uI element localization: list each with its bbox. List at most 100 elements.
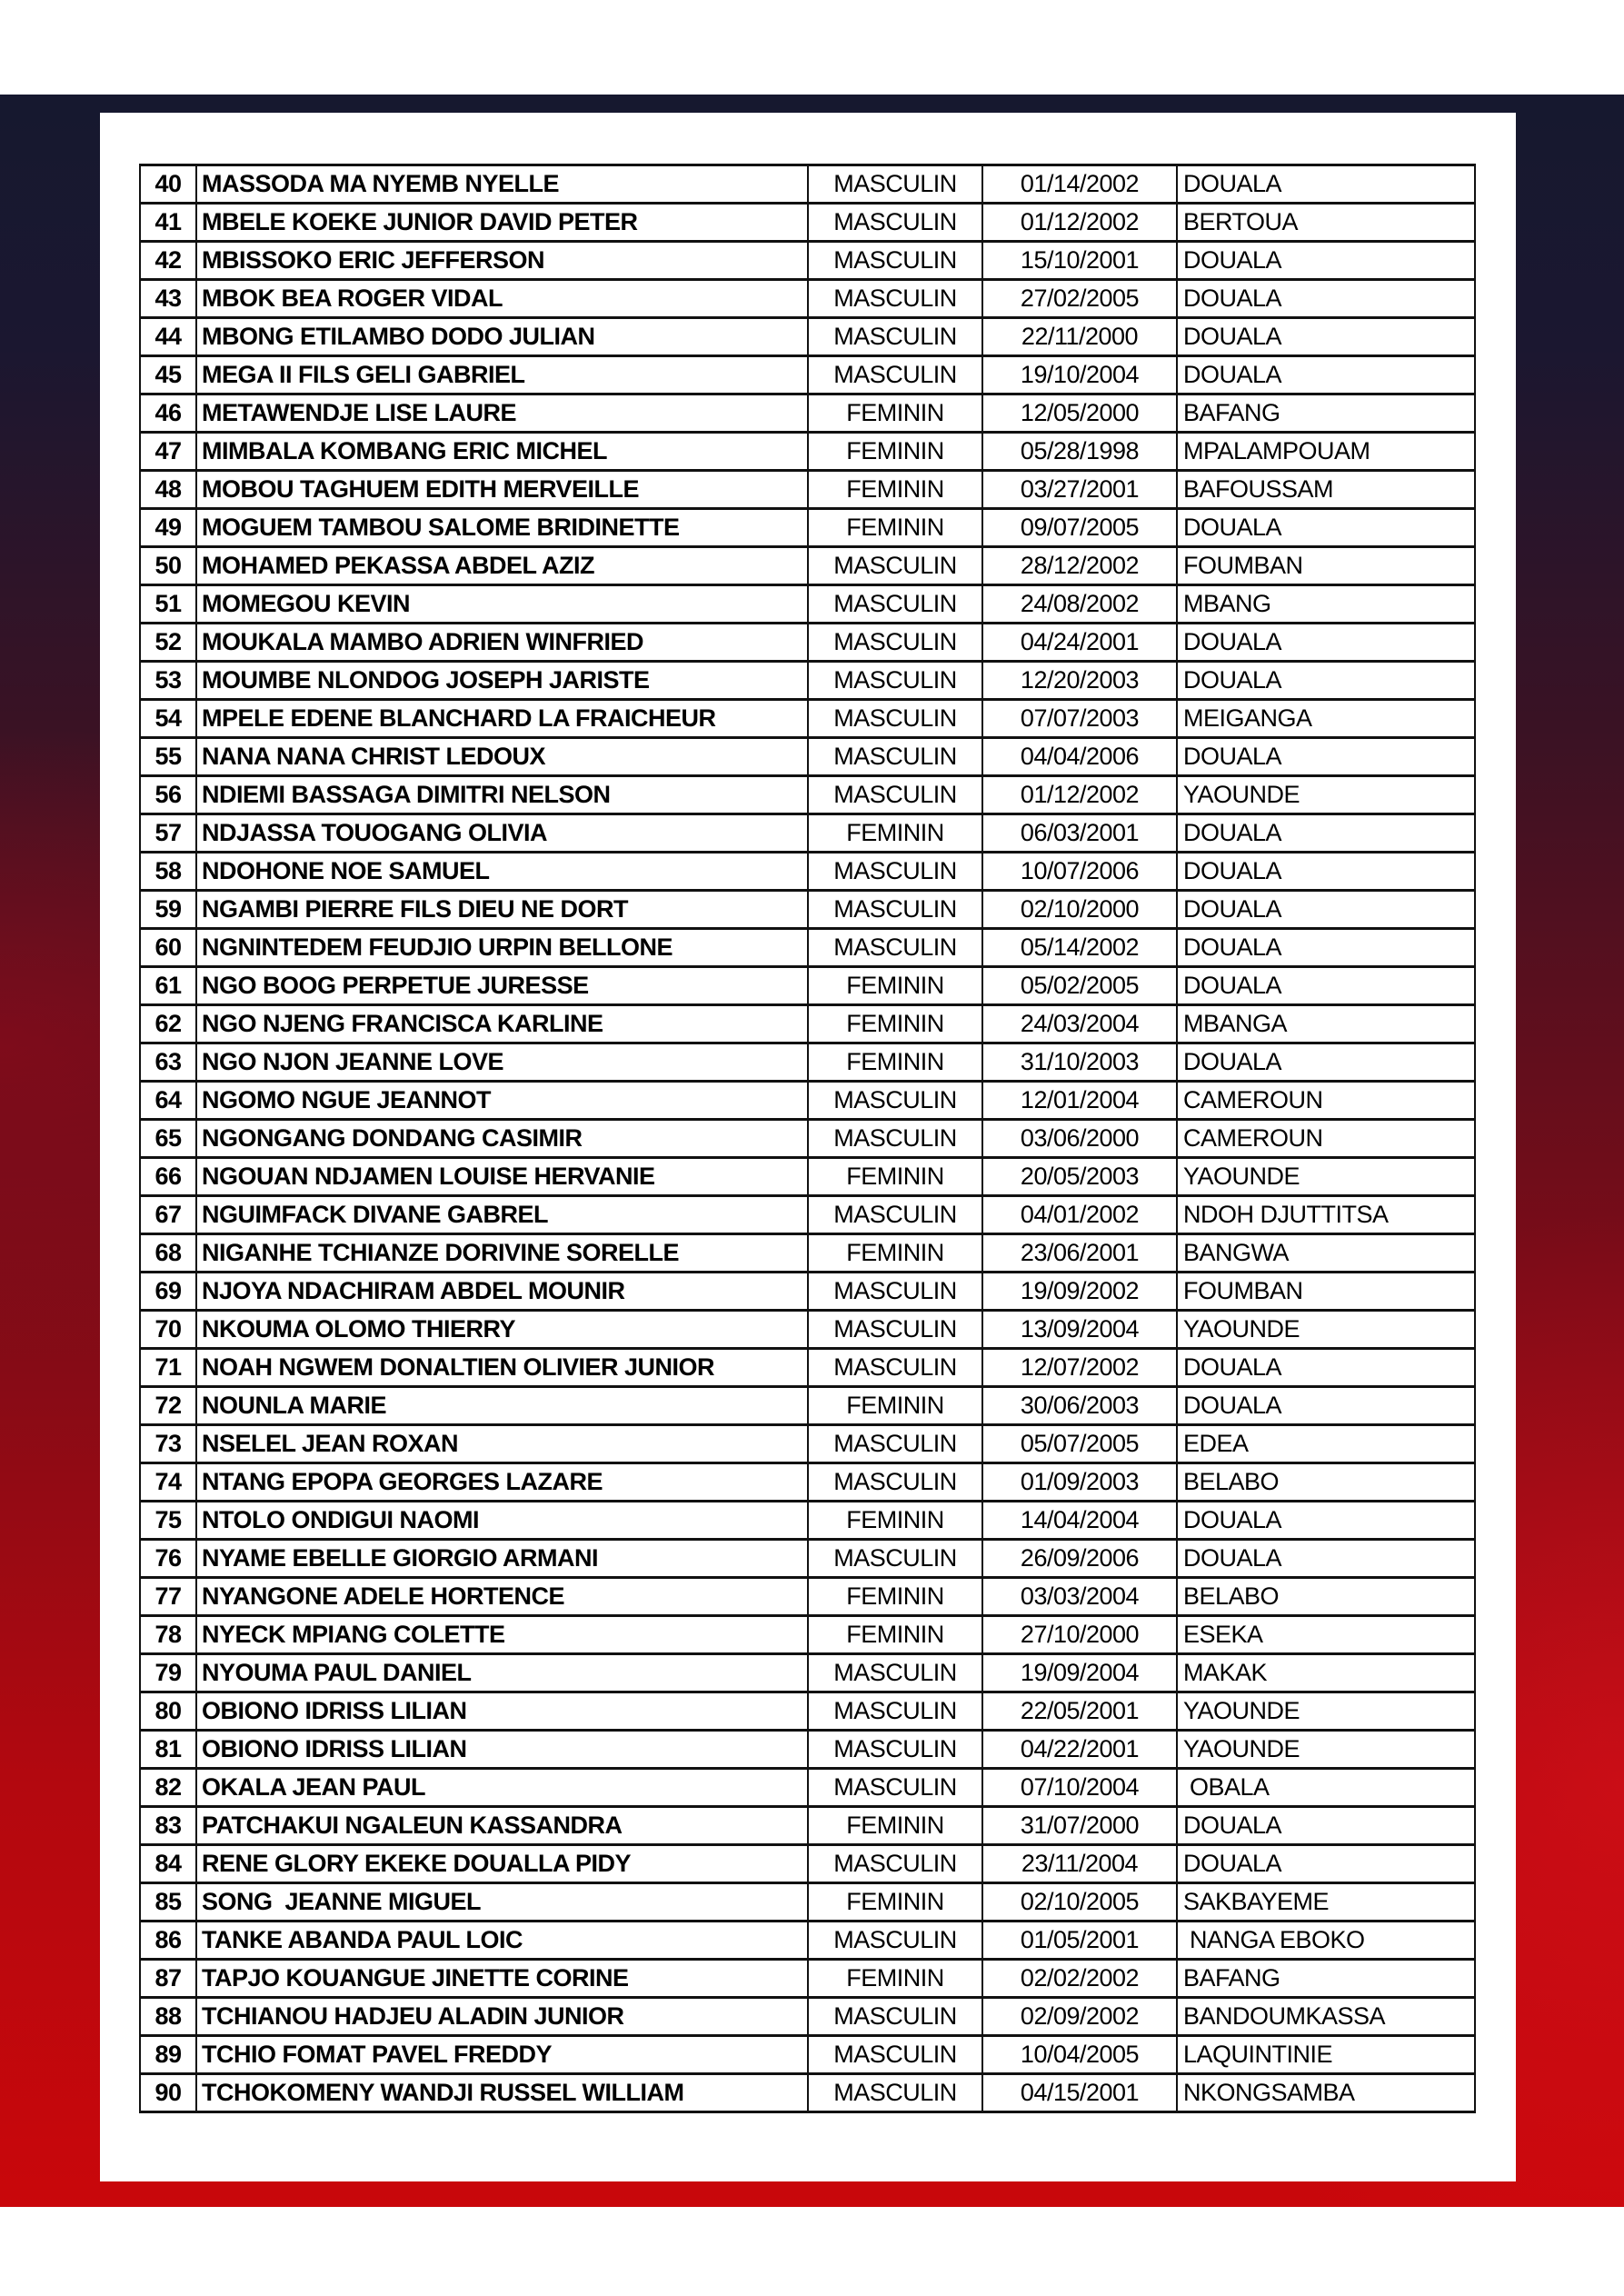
gender-cell: FEMININ xyxy=(807,1805,983,1846)
row-number-cell: 46 xyxy=(139,393,197,434)
student-name-cell: MOMEGOU KEVIN xyxy=(195,584,809,624)
student-name-cell: OKALA JEAN PAUL xyxy=(195,1767,809,1808)
birth-place-cell: DOUALA xyxy=(1176,813,1476,854)
student-name-cell: NGAMBI PIERRE FILS DIEU NE DORT xyxy=(195,889,809,930)
birth-place-cell: MPALAMPOUAM xyxy=(1176,431,1476,472)
row-number-cell: 45 xyxy=(139,354,197,395)
birth-place-cell: FOUMBAN xyxy=(1176,1271,1476,1312)
gender-cell: FEMININ xyxy=(807,507,983,548)
row-number-cell: 88 xyxy=(139,1996,197,2037)
gender-cell: MASCULIN xyxy=(807,1920,983,1961)
gender-cell: MASCULIN xyxy=(807,316,983,357)
row-number-cell: 81 xyxy=(139,1729,197,1770)
row-number-cell: 87 xyxy=(139,1958,197,1999)
student-name-cell: NYAME EBELLE GIORGIO ARMANI xyxy=(195,1538,809,1579)
table-row: 89 TCHIO FOMAT PAVEL FREDDY MASCULIN 10/04/… xyxy=(139,2034,1476,2075)
row-number-cell: 51 xyxy=(139,584,197,624)
gender-cell: MASCULIN xyxy=(807,202,983,243)
row-number-cell: 55 xyxy=(139,736,197,777)
student-name-cell: MOUMBE NLONDOG JOSEPH JARISTE xyxy=(195,660,809,701)
birth-date-cell: 22/05/2001 xyxy=(981,1691,1178,1732)
gender-cell: MASCULIN xyxy=(807,240,983,281)
birth-place-cell: BERTOUA xyxy=(1176,202,1476,243)
birth-place-cell: MEIGANGA xyxy=(1176,698,1476,739)
row-number-cell: 53 xyxy=(139,660,197,701)
student-name-cell: NYOUMA PAUL DANIEL xyxy=(195,1652,809,1693)
table-row: 60 NGNINTEDEM FEUDJIO URPIN BELLONE MASCUL… xyxy=(139,927,1476,968)
birth-date-cell: 04/22/2001 xyxy=(981,1729,1178,1770)
birth-place-cell: NKONGSAMBA xyxy=(1176,2072,1476,2113)
table-row: 69 NJOYA NDACHIRAM ABDEL MOUNIR MASCULIN 19… xyxy=(139,1271,1476,1312)
table-row: 47 MIMBALA KOMBANG ERIC MICHEL FEMININ 05/2… xyxy=(139,431,1476,472)
birth-date-cell: 01/12/2002 xyxy=(981,202,1178,243)
row-number-cell: 44 xyxy=(139,316,197,357)
table-row: 73 NSELEL JEAN ROXAN MASCULIN 05/07/2005 EDE… xyxy=(139,1423,1476,1464)
birth-date-cell: 02/02/2002 xyxy=(981,1958,1178,1999)
birth-place-cell: BELABO xyxy=(1176,1462,1476,1502)
row-number-cell: 75 xyxy=(139,1500,197,1541)
gender-cell: MASCULIN xyxy=(807,1194,983,1235)
gender-cell: MASCULIN xyxy=(807,354,983,395)
row-number-cell: 47 xyxy=(139,431,197,472)
birth-place-cell: DOUALA xyxy=(1176,622,1476,663)
row-number-cell: 41 xyxy=(139,202,197,243)
birth-place-cell: DOUALA xyxy=(1176,316,1476,357)
birth-date-cell: 31/10/2003 xyxy=(981,1042,1178,1083)
student-name-cell: NIGANHE TCHIANZE DORIVINE SORELLE xyxy=(195,1233,809,1273)
row-number-cell: 56 xyxy=(139,774,197,815)
gender-cell: MASCULIN xyxy=(807,1423,983,1464)
birth-place-cell: BAFOUSSAM xyxy=(1176,469,1476,510)
student-name-cell: NOUNLA MARIE xyxy=(195,1385,809,1426)
birth-place-cell: NANGA EBOKO xyxy=(1176,1920,1476,1961)
gender-cell: FEMININ xyxy=(807,469,983,510)
gender-cell: FEMININ xyxy=(807,1385,983,1426)
student-name-cell: MOGUEM TAMBOU SALOME BRIDINETTE xyxy=(195,507,809,548)
birth-date-cell: 05/14/2002 xyxy=(981,927,1178,968)
gender-cell: MASCULIN xyxy=(807,622,983,663)
row-number-cell: 54 xyxy=(139,698,197,739)
student-name-cell: METAWENDJE LISE LAURE xyxy=(195,393,809,434)
gender-cell: MASCULIN xyxy=(807,1080,983,1121)
gender-cell: MASCULIN xyxy=(807,1271,983,1312)
table-row: 79 NYOUMA PAUL DANIEL MASCULIN 19/09/2004 MA… xyxy=(139,1652,1476,1693)
birth-date-cell: 02/10/2005 xyxy=(981,1882,1178,1922)
table-row: 53 MOUMBE NLONDOG JOSEPH JARISTE MASCULIN 1… xyxy=(139,660,1476,701)
gender-cell: MASCULIN xyxy=(807,1462,983,1502)
student-name-cell: NGNINTEDEM FEUDJIO URPIN BELLONE xyxy=(195,927,809,968)
birth-place-cell: CAMEROUN xyxy=(1176,1118,1476,1159)
table-row: 72 NOUNLA MARIE FEMININ 30/06/2003 DOUALA xyxy=(139,1385,1476,1426)
birth-place-cell: DOUALA xyxy=(1176,278,1476,319)
row-number-cell: 72 xyxy=(139,1385,197,1426)
row-number-cell: 69 xyxy=(139,1271,197,1312)
birth-date-cell: 05/07/2005 xyxy=(981,1423,1178,1464)
table-row: 80 OBIONO IDRISS LILIAN MASCULIN 22/05/2001… xyxy=(139,1691,1476,1732)
birth-date-cell: 03/03/2004 xyxy=(981,1576,1178,1617)
student-name-cell: OBIONO IDRISS LILIAN xyxy=(195,1691,809,1732)
student-name-cell: NGO BOOG PERPETUE JURESSE xyxy=(195,965,809,1006)
row-number-cell: 63 xyxy=(139,1042,197,1083)
birth-place-cell: DOUALA xyxy=(1176,240,1476,281)
student-name-cell: NTOLO ONDIGUI NAOMI xyxy=(195,1500,809,1541)
birth-place-cell: LAQUINTINIE xyxy=(1176,2034,1476,2075)
table-row: 56 NDIEMI BASSAGA DIMITRI NELSON MASCULIN 0… xyxy=(139,774,1476,815)
table-row: 63 NGO NJON JEANNE LOVE FEMININ 31/10/2003 D… xyxy=(139,1042,1476,1083)
birth-date-cell: 01/09/2003 xyxy=(981,1462,1178,1502)
student-name-cell: MBELE KOEKE JUNIOR DAVID PETER xyxy=(195,202,809,243)
student-name-cell: TCHOKOMENY WANDJI RUSSEL WILLIAM xyxy=(195,2072,809,2113)
table-row: 61 NGO BOOG PERPETUE JURESSE FEMININ 05/02/… xyxy=(139,965,1476,1006)
student-name-cell: MOHAMED PEKASSA ABDEL AZIZ xyxy=(195,545,809,586)
row-number-cell: 83 xyxy=(139,1805,197,1846)
birth-place-cell: DOUALA xyxy=(1176,1385,1476,1426)
table-row: 70 NKOUMA OLOMO THIERRY MASCULIN 13/09/2004… xyxy=(139,1309,1476,1350)
birth-date-cell: 05/28/1998 xyxy=(981,431,1178,472)
birth-date-cell: 22/11/2000 xyxy=(981,316,1178,357)
student-name-cell: MIMBALA KOMBANG ERIC MICHEL xyxy=(195,431,809,472)
birth-place-cell: DOUALA xyxy=(1176,1843,1476,1884)
row-number-cell: 78 xyxy=(139,1614,197,1655)
student-name-cell: NGUIMFACK DIVANE GABREL xyxy=(195,1194,809,1235)
birth-date-cell: 23/11/2004 xyxy=(981,1843,1178,1884)
table-row: 44 MBONG ETILAMBO DODO JULIAN MASCULIN 22/1… xyxy=(139,316,1476,357)
table-row: 85 SONG JEANNE MIGUEL FEMININ 02/10/2005 SAK… xyxy=(139,1882,1476,1922)
birth-place-cell: SAKBAYEME xyxy=(1176,1882,1476,1922)
gender-cell: MASCULIN xyxy=(807,1309,983,1350)
